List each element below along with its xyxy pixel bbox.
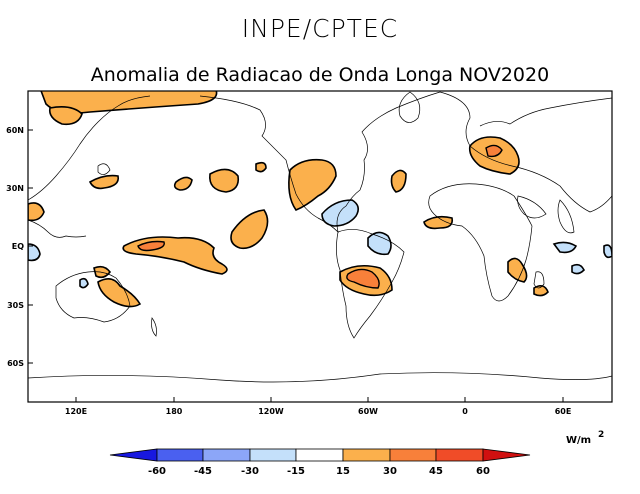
colorbar — [109, 448, 531, 462]
colorbar-arrow-right — [482, 448, 531, 462]
colorbar-swatch-neg30 — [202, 448, 251, 462]
anomaly-australia-east — [97, 278, 142, 308]
anomaly-north-america — [288, 158, 337, 211]
coastlines — [28, 91, 612, 383]
colorbar-arrow-left — [109, 448, 158, 462]
colorbar-swatch-neg15 — [249, 448, 297, 462]
anomaly-alaska — [48, 106, 83, 126]
colorbar-unit-exponent: 2 — [598, 430, 604, 440]
coast-southeast-asia — [28, 219, 87, 238]
lat-label-60n: 60N — [6, 126, 24, 135]
coast-europe-north — [479, 97, 612, 127]
anomaly-amazon — [367, 231, 392, 256]
coast-new-zealand — [151, 317, 157, 337]
coast-south-america — [336, 229, 405, 339]
positive-anomalies — [28, 91, 549, 308]
colorbar-swatch-zero — [295, 448, 344, 462]
strong-positive-anomalies — [137, 144, 503, 289]
colorbar-tick-neg60: -60 — [148, 466, 166, 477]
coast-asia-east — [28, 95, 151, 201]
coast-greenland — [398, 91, 421, 123]
coast-madagascar — [533, 271, 545, 289]
coast-africa — [428, 183, 533, 302]
coast-japan — [97, 163, 111, 175]
colorbar-swatch-neg45 — [156, 448, 204, 462]
lat-label-30n: 30N — [6, 184, 24, 193]
anomaly-east-africa — [507, 257, 528, 283]
coast-australia — [55, 271, 131, 323]
anomaly-core-pacific — [137, 240, 165, 252]
anomaly-indian-ocean-south — [571, 263, 585, 275]
colorbar-tick-pos30: 30 — [383, 466, 397, 477]
coast-antarctica — [28, 372, 612, 383]
anomaly-indian-ocean — [552, 241, 578, 254]
lon-label-60e: 60E — [555, 407, 572, 416]
map-frame — [27, 90, 613, 403]
lon-ticks — [75, 397, 564, 402]
lat-label-60s: 60S — [7, 359, 24, 368]
anomaly-core-south-america — [346, 268, 380, 289]
anomaly-indonesia — [28, 243, 41, 262]
map-content — [28, 91, 612, 383]
anomaly-hawaii — [255, 161, 267, 173]
lon-label-120w: 120W — [258, 407, 284, 416]
colorbar-tick-neg15: -15 — [287, 466, 305, 477]
lat-label-eq: EQ — [12, 242, 24, 251]
colorbar-ticks: -60 -45 -30 -15 15 30 45 60 — [148, 466, 490, 477]
anomaly-core-europe — [485, 144, 503, 158]
coast-india — [557, 199, 575, 234]
anomaly-madagascar — [533, 284, 549, 297]
anomaly-atlantic — [390, 169, 407, 193]
lon-label-180: 180 — [166, 407, 183, 416]
page-title: INPE/CPTEC — [241, 14, 399, 43]
anomaly-caribbean — [321, 199, 360, 227]
colorbar-tick-pos45: 45 — [429, 466, 443, 477]
lat-labels: 60N 30N EQ 30S 60S — [6, 126, 24, 368]
coast-arabia — [517, 195, 547, 219]
colorbar-tick-pos60: 60 — [476, 466, 490, 477]
lon-label-120e: 120E — [65, 407, 87, 416]
anomaly-pacific-small — [173, 176, 193, 191]
colorbar-unit: W/m — [566, 435, 591, 446]
colorbar-tick-neg30: -30 — [241, 466, 259, 477]
colorbar-tick-pos15: 15 — [336, 466, 350, 477]
coast-eurasia — [439, 91, 612, 213]
anomaly-indonesia-west — [28, 202, 45, 222]
lon-labels: 120E 180 120W 60W 0 60E — [65, 407, 571, 416]
lat-ticks — [28, 129, 33, 364]
lon-label-0: 0 — [462, 407, 468, 416]
colorbar-swatch-pos45 — [435, 448, 484, 462]
lat-label-30s: 30S — [7, 301, 24, 310]
lon-label-60w: 60W — [358, 407, 378, 416]
anomaly-east-indian — [603, 244, 612, 259]
colorbar-swatch-pos30 — [389, 448, 437, 462]
anomaly-japan — [88, 174, 120, 190]
anomaly-pacific-center — [209, 168, 240, 193]
anomaly-australia-west — [79, 277, 89, 289]
map-subtitle: Anomalia de Radiacao de Onda Longa NOV20… — [90, 64, 550, 86]
colorbar-tick-neg45: -45 — [194, 466, 212, 477]
anomaly-mid-pacific — [230, 209, 269, 250]
anomaly-central-pacific — [122, 236, 228, 275]
colorbar-swatch-pos15 — [342, 448, 391, 462]
